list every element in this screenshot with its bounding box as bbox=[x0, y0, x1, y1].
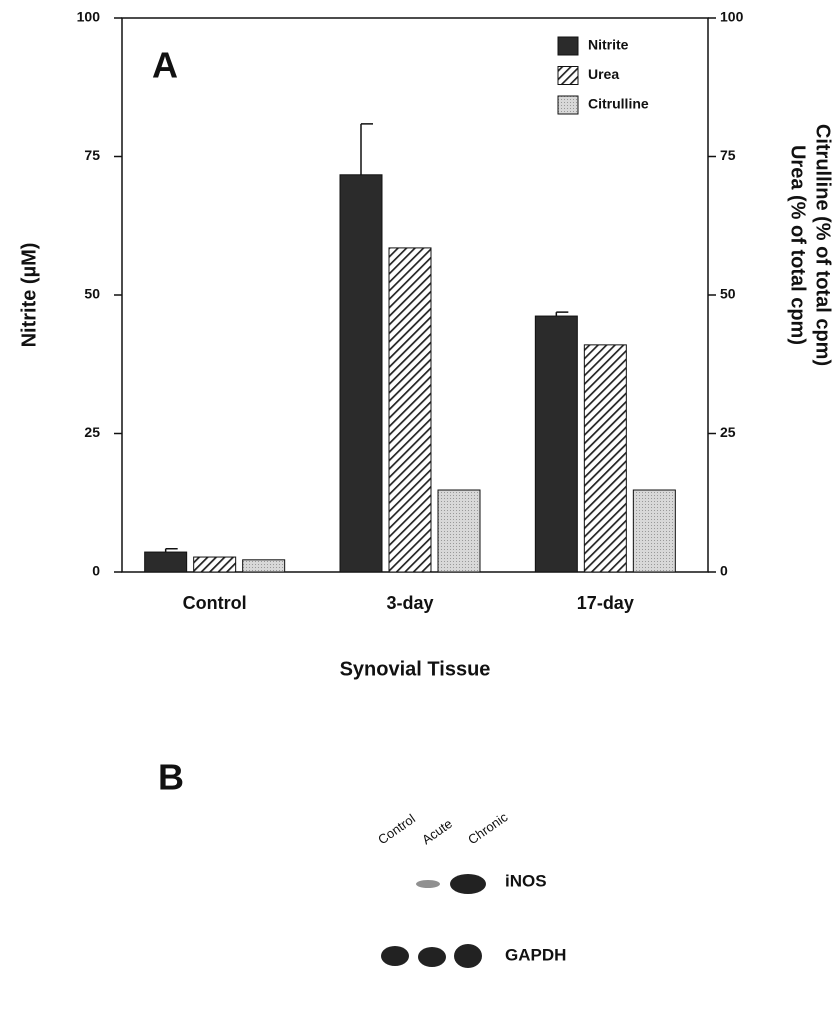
x-tick-label: 17-day bbox=[577, 593, 634, 613]
legend-label: Nitrite bbox=[588, 37, 629, 53]
y-axis-label: Nitrite (µM) bbox=[18, 243, 40, 348]
y-tick-label: 25 bbox=[84, 424, 100, 440]
legend-label: Citrulline bbox=[588, 96, 649, 112]
legend-swatch bbox=[558, 96, 578, 114]
legend-swatch bbox=[558, 67, 578, 85]
chart-panel: A Nitrite (µM) Citrulline (% of total cp… bbox=[18, 9, 833, 681]
lane-label: Control bbox=[375, 811, 418, 847]
y2-tick-label: 50 bbox=[720, 286, 736, 302]
lane-label: Chronic bbox=[465, 809, 511, 847]
bar bbox=[243, 560, 285, 572]
x-tick-label: Control bbox=[183, 593, 247, 613]
band-spot bbox=[418, 947, 446, 967]
bar bbox=[389, 248, 431, 572]
blot-panel: B Control Acute Chronic iNOS GAPDH bbox=[158, 757, 566, 968]
error-bar bbox=[556, 312, 568, 316]
bar bbox=[194, 557, 236, 572]
y2-tick-label: 100 bbox=[720, 9, 744, 25]
y2-axis-label: Citrulline (% of total cpm) bbox=[812, 124, 834, 366]
legend-swatch bbox=[558, 37, 578, 55]
y-tick-label: 75 bbox=[84, 147, 100, 163]
y2-tick-label: 25 bbox=[720, 424, 736, 440]
band-label: iNOS bbox=[505, 871, 547, 890]
panel-label: B bbox=[158, 757, 184, 798]
band-label: GAPDH bbox=[505, 945, 566, 964]
x-tick-label: 3-day bbox=[386, 593, 433, 613]
y2-axis-label: Urea (% of total cpm) bbox=[787, 145, 809, 345]
bar bbox=[145, 552, 187, 572]
bar bbox=[535, 316, 577, 572]
error-bar bbox=[361, 124, 373, 175]
y-tick-label: 0 bbox=[92, 563, 100, 579]
y2-tick-label: 0 bbox=[720, 563, 728, 579]
y2-tick-label: 75 bbox=[720, 147, 736, 163]
x-axis-label: Synovial Tissue bbox=[340, 658, 491, 680]
band-spot bbox=[450, 874, 486, 894]
figure: A Nitrite (µM) Citrulline (% of total cp… bbox=[0, 0, 837, 1024]
y-tick-label: 50 bbox=[84, 286, 100, 302]
blot-bands bbox=[381, 874, 486, 968]
band-spot bbox=[454, 944, 482, 968]
y-tick-label: 100 bbox=[77, 9, 101, 25]
bar bbox=[438, 490, 480, 572]
band-spot bbox=[416, 880, 440, 888]
panel-label: A bbox=[152, 45, 178, 86]
bar bbox=[584, 345, 626, 572]
legend-label: Urea bbox=[588, 66, 619, 82]
lane-label: Acute bbox=[419, 816, 455, 847]
band-spot bbox=[381, 946, 409, 966]
bar bbox=[633, 490, 675, 572]
bar bbox=[340, 175, 382, 572]
